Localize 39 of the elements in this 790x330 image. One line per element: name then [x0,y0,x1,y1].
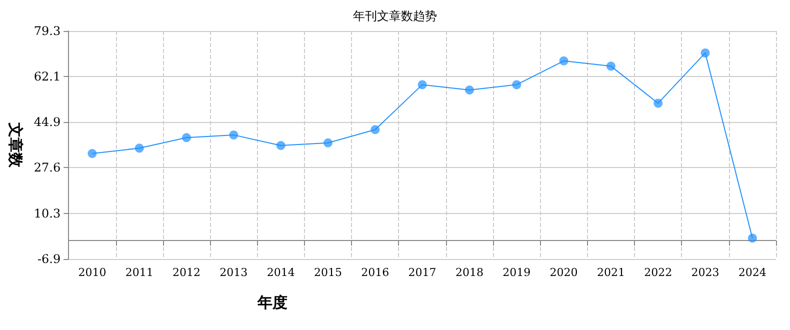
x-tick-label: 2019 [502,266,531,279]
y-tick-label: 79.3 [34,24,61,38]
x-tick-label: 2013 [220,266,248,279]
x-tick-label: 2015 [314,266,342,279]
point [654,98,663,108]
x-tick-label: 2020 [550,266,578,279]
point [276,141,286,150]
x-tick-label: 2024 [738,266,766,279]
point [606,62,616,71]
point [512,80,522,90]
point [88,148,97,158]
x-tick-label: 2011 [125,266,154,279]
y-tick-label: 44.9 [34,114,61,129]
point [182,133,192,142]
x-tick-label: 2018 [455,266,484,279]
chart-title: 年刊文章数趋势 [353,9,437,23]
x-tick-label: 2010 [78,266,106,279]
point [418,80,427,90]
point [370,125,380,134]
y-tick-label: 27.6 [34,160,61,175]
x-tick-label: 2014 [266,266,295,279]
point [700,48,710,58]
x-tick-label: 2012 [172,266,201,279]
x-tick-label: 2021 [596,266,625,279]
point [559,56,568,66]
x-tick-label: 2017 [408,266,436,279]
y-tick-label: 10.3 [34,206,61,221]
point [134,144,144,153]
y-axis-title: 文章数 [6,122,24,168]
x-tick-label: 2022 [644,266,672,279]
point [324,138,332,148]
point [229,130,238,140]
x-tick-label: 2023 [691,266,720,279]
y-tick-label: 62.1 [34,69,61,84]
point [748,234,757,243]
point [464,85,474,94]
x-axis-title: 年度 [256,294,288,312]
x-tick-label: 2016 [361,266,390,279]
y-tick-label: -6.9 [37,252,61,266]
